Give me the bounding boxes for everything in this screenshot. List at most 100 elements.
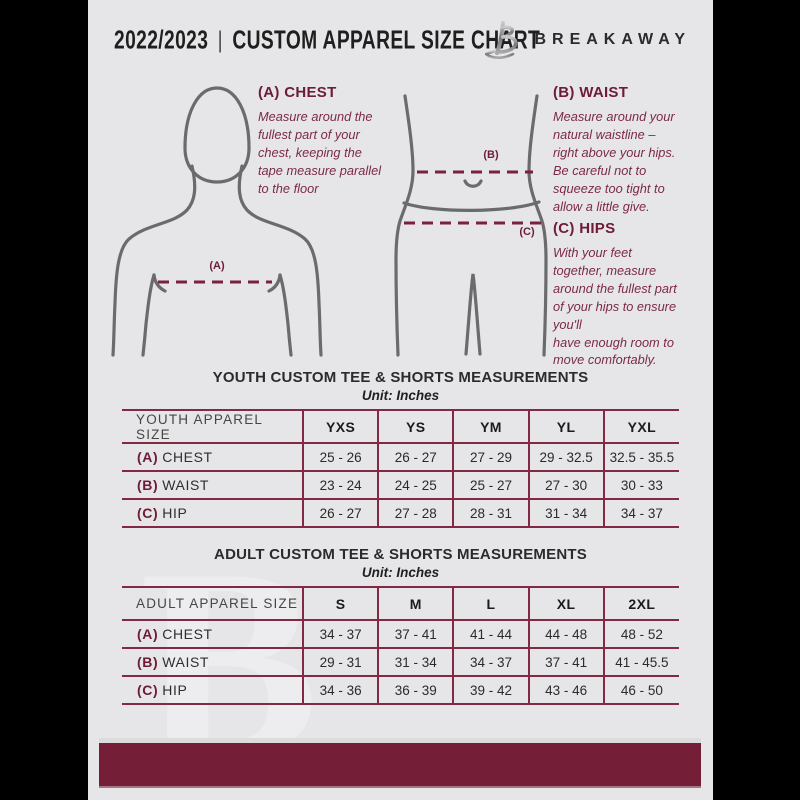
row-label-text: CHEST bbox=[162, 626, 213, 642]
row-label-text: CHEST bbox=[162, 449, 213, 465]
table-cell: 32.5 - 35.5 bbox=[602, 442, 679, 472]
waist-guide: (B) WAIST Measure around your natural wa… bbox=[553, 84, 713, 215]
breakaway-monogram-icon bbox=[485, 21, 518, 60]
table-cell: 29 - 32.5 bbox=[527, 442, 604, 472]
table-cell: 41 - 44 bbox=[452, 619, 529, 649]
table-row: (C) HIP 34 - 36 36 - 39 39 - 42 43 - 46 4… bbox=[122, 675, 679, 705]
season-label: 2022/2023 bbox=[114, 24, 209, 55]
table-cell: 27 - 30 bbox=[527, 470, 604, 500]
footer-bar bbox=[99, 743, 701, 788]
table-cell: 44 - 48 bbox=[527, 619, 604, 649]
table-cell: 25 - 26 bbox=[301, 442, 379, 472]
brand-name: BREAKAWAY bbox=[534, 31, 691, 48]
column-header: YM bbox=[452, 409, 529, 444]
column-header: YS bbox=[377, 409, 454, 444]
adult-table-title: ADULT CUSTOM TEE & SHORTS MEASUREMENTS bbox=[214, 546, 587, 563]
table-row: (A) CHEST 25 - 26 26 - 27 27 - 29 29 - 32… bbox=[122, 442, 679, 472]
header: 2022/2023 | CUSTOM APPAREL SIZE CHART bbox=[88, 0, 713, 78]
row-prefix: (C) bbox=[137, 682, 159, 698]
table-cell: 31 - 34 bbox=[377, 647, 454, 677]
row-header: (C) HIP bbox=[122, 498, 303, 528]
row-prefix: (A) bbox=[137, 626, 159, 642]
row-header: (A) CHEST bbox=[122, 442, 303, 472]
size-chart-page: B 2022/2023 | CUSTOM APPAREL SIZE CHART bbox=[88, 0, 713, 800]
table-cell: 34 - 36 bbox=[301, 675, 379, 705]
row-header: (B) WAIST bbox=[122, 647, 303, 677]
column-header: M bbox=[377, 586, 454, 621]
waist-guide-text: Measure around your natural waistline – … bbox=[553, 109, 676, 214]
table-cell: 23 - 24 bbox=[301, 470, 379, 500]
row-header: (A) CHEST bbox=[122, 619, 303, 649]
table-row: (A) CHEST 34 - 37 37 - 41 41 - 44 44 - 48… bbox=[122, 619, 679, 649]
chest-guide-label: (A) CHEST bbox=[258, 84, 337, 101]
row-header: (B) WAIST bbox=[122, 470, 303, 500]
row-header: (C) HIP bbox=[122, 675, 303, 705]
column-header: YOUTH APPAREL SIZE bbox=[122, 409, 303, 444]
column-header: XL bbox=[527, 586, 604, 621]
lower-torso-figure bbox=[394, 94, 548, 357]
table-cell: 39 - 42 bbox=[452, 675, 529, 705]
table-header-row: ADULT APPAREL SIZE S M L XL 2XL bbox=[122, 586, 679, 621]
hips-guide-text: With your feet together, measure around … bbox=[553, 245, 677, 368]
row-label-text: HIP bbox=[162, 682, 188, 698]
adult-table-unit: Unit: Inches bbox=[361, 565, 440, 580]
hips-guide: (C) HIPS With your feet together, measur… bbox=[553, 220, 718, 369]
marker-a-label: (A) bbox=[209, 260, 225, 272]
table-cell: 41 - 45.5 bbox=[602, 647, 679, 677]
adult-size-table: ADULT APPAREL SIZE S M L XL 2XL (A) CHEST… bbox=[122, 586, 679, 705]
chest-guide: (A) CHEST Measure around the fullest par… bbox=[258, 84, 418, 198]
table-cell: 48 - 52 bbox=[602, 619, 679, 649]
table-cell: 27 - 28 bbox=[377, 498, 454, 528]
table-cell: 24 - 25 bbox=[377, 470, 454, 500]
upper-torso-figure bbox=[111, 86, 323, 357]
row-label-text: WAIST bbox=[162, 654, 210, 670]
youth-table-unit: Unit: Inches bbox=[361, 388, 440, 403]
table-cell: 25 - 27 bbox=[452, 470, 529, 500]
youth-size-table: YOUTH APPAREL SIZE YXS YS YM YL YXL (A) C… bbox=[122, 409, 679, 528]
chest-guide-text: Measure around the fullest part of your … bbox=[258, 109, 382, 196]
table-cell: 37 - 41 bbox=[527, 647, 604, 677]
page-title: 2022/2023 | CUSTOM APPAREL SIZE CHART bbox=[114, 25, 540, 56]
row-label-text: WAIST bbox=[162, 477, 210, 493]
column-header: 2XL bbox=[602, 586, 679, 621]
table-cell: 43 - 46 bbox=[527, 675, 604, 705]
table-cell: 27 - 29 bbox=[452, 442, 529, 472]
column-header: YXL bbox=[602, 409, 679, 444]
table-cell: 34 - 37 bbox=[301, 619, 379, 649]
table-row: (B) WAIST 23 - 24 24 - 25 25 - 27 27 - 30… bbox=[122, 470, 679, 500]
table-cell: 26 - 27 bbox=[377, 442, 454, 472]
marker-c-label: (C) bbox=[519, 226, 535, 238]
table-cell: 46 - 50 bbox=[602, 675, 679, 705]
document-title: CUSTOM APPAREL SIZE CHART bbox=[232, 24, 541, 55]
table-cell: 26 - 27 bbox=[301, 498, 379, 528]
waist-guide-label: (B) WAIST bbox=[553, 84, 629, 101]
table-cell: 31 - 34 bbox=[527, 498, 604, 528]
row-prefix: (A) bbox=[137, 449, 159, 465]
row-prefix: (B) bbox=[137, 477, 159, 493]
table-row: (C) HIP 26 - 27 27 - 28 28 - 31 31 - 34 3… bbox=[122, 498, 679, 528]
row-prefix: (B) bbox=[137, 654, 159, 670]
column-header: YL bbox=[527, 409, 604, 444]
row-label-text: HIP bbox=[162, 505, 188, 521]
row-prefix: (C) bbox=[137, 505, 159, 521]
table-cell: 36 - 39 bbox=[377, 675, 454, 705]
column-header: ADULT APPAREL SIZE bbox=[122, 586, 303, 621]
table-cell: 30 - 33 bbox=[602, 470, 679, 500]
body-measurement-diagram bbox=[111, 86, 548, 357]
column-header: L bbox=[452, 586, 529, 621]
table-cell: 28 - 31 bbox=[452, 498, 529, 528]
hips-guide-label: (C) HIPS bbox=[553, 220, 616, 237]
youth-table-title: YOUTH CUSTOM TEE & SHORTS MEASUREMENTS bbox=[212, 369, 589, 386]
table-row: (B) WAIST 29 - 31 31 - 34 34 - 37 37 - 41… bbox=[122, 647, 679, 677]
table-cell: 34 - 37 bbox=[602, 498, 679, 528]
title-divider: | bbox=[217, 26, 223, 53]
column-header: S bbox=[301, 586, 379, 621]
table-cell: 34 - 37 bbox=[452, 647, 529, 677]
brand-logo: BREAKAWAY bbox=[485, 19, 691, 61]
marker-b-label: (B) bbox=[483, 149, 499, 161]
table-cell: 37 - 41 bbox=[377, 619, 454, 649]
table-cell: 29 - 31 bbox=[301, 647, 379, 677]
table-header-row: YOUTH APPAREL SIZE YXS YS YM YL YXL bbox=[122, 409, 679, 444]
column-header: YXS bbox=[301, 409, 379, 444]
